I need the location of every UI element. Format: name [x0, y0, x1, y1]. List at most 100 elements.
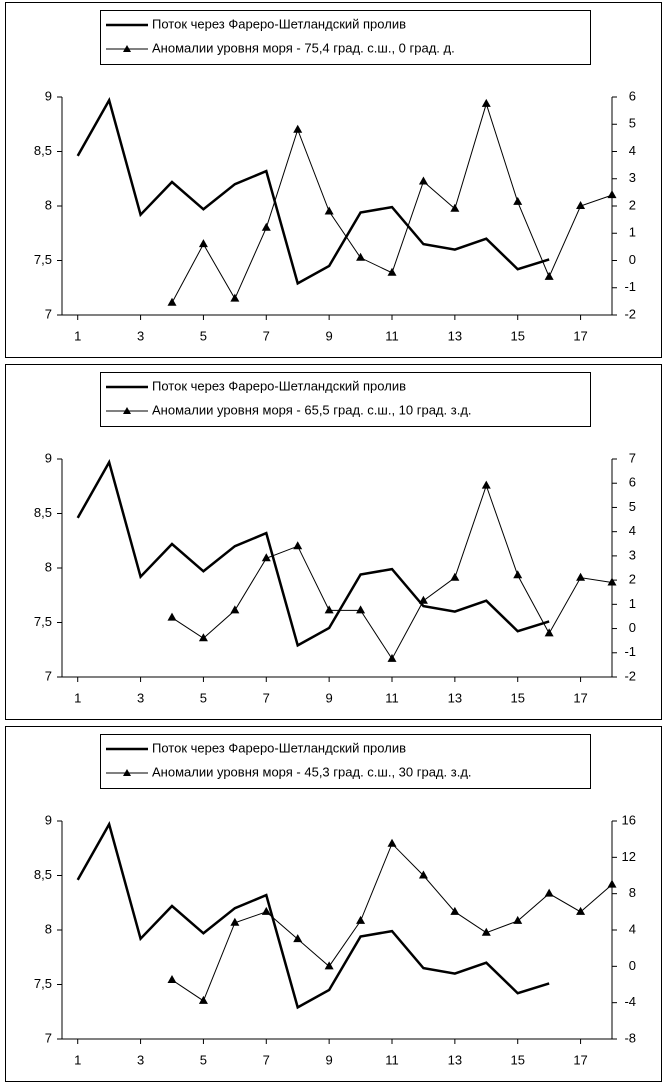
y2-tick-label: -2 [624, 668, 636, 683]
x-tick-label: 11 [385, 690, 399, 705]
data-point [418, 176, 428, 185]
data-point [450, 572, 460, 581]
x-tick-label: 5 [200, 1052, 207, 1067]
data-point [513, 570, 523, 579]
y2-tick-label: 0 [629, 252, 636, 267]
data-point [387, 267, 397, 276]
legend-marker [123, 407, 131, 414]
y2-tick-label: 3 [629, 547, 636, 562]
x-tick-label: 13 [448, 690, 462, 705]
x-tick-label: 15 [510, 328, 524, 343]
x-tick-label: 17 [573, 328, 587, 343]
legend-label: Поток через Фареро-Шетландский пролив [152, 378, 406, 393]
data-point [324, 605, 334, 614]
y2-tick-label: 5 [629, 499, 636, 514]
legend-label: Аномалии уровня моря - 45,3 град. с.ш., … [152, 764, 472, 779]
y-tick-label: 8,5 [34, 505, 52, 520]
data-point [167, 974, 177, 983]
data-point [450, 203, 460, 212]
data-point [293, 934, 303, 943]
data-point [356, 252, 366, 261]
data-point [261, 553, 271, 562]
legend-marker [123, 769, 131, 776]
data-point [513, 915, 523, 924]
y-tick-label: 9 [45, 88, 52, 103]
y-tick-label: 7,5 [34, 614, 52, 629]
y-tick-label: 7 [45, 306, 52, 321]
panel: Поток через Фареро-Шетландский пролив Ано… [5, 2, 662, 358]
y2-tick-label: 4 [629, 143, 636, 158]
panel: Поток через Фареро-Шетландский пролив Ано… [5, 364, 662, 720]
y2-tick-label: -1 [624, 644, 636, 659]
x-tick-label: 13 [448, 328, 462, 343]
x-tick-label: 7 [263, 328, 270, 343]
x-tick-label: 1 [74, 1052, 81, 1067]
data-point [481, 480, 491, 489]
data-point [198, 995, 208, 1004]
x-tick-label: 7 [263, 690, 270, 705]
data-point [387, 653, 397, 662]
x-tick-label: 7 [263, 1052, 270, 1067]
x-tick-label: 3 [137, 328, 144, 343]
y2-tick-label: 1 [629, 225, 636, 240]
data-point [607, 577, 617, 586]
x-tick-label: 1 [74, 328, 81, 343]
y-tick-label: 7 [45, 668, 52, 683]
legend-box [100, 10, 591, 65]
legend-label: Аномалии уровня моря - 65,5 град. с.ш., … [152, 402, 472, 417]
legend-label: Поток через Фареро-Шетландский пролив [152, 16, 406, 31]
data-point [576, 201, 586, 209]
y2-tick-label: 4 [629, 523, 636, 538]
y-tick-label: 8 [45, 197, 52, 212]
data-point [198, 633, 208, 642]
y2-tick-label: -2 [624, 306, 636, 321]
data-point [544, 888, 554, 897]
data-point [356, 915, 366, 924]
data-point [576, 906, 586, 915]
y2-tick-label: 12 [622, 849, 636, 864]
x-tick-label: 5 [200, 328, 207, 343]
y-tick-label: 7 [45, 1030, 52, 1045]
y2-tick-label: -1 [624, 279, 636, 294]
data-point [230, 293, 240, 302]
data-point [418, 870, 428, 879]
x-tick-label: 1 [74, 690, 81, 705]
y2-tick-label: 8 [629, 885, 636, 900]
data-point [450, 906, 460, 915]
panel: Поток через Фареро-Шетландский пролив Ано… [5, 726, 662, 1082]
y-tick-label: 8 [45, 921, 52, 936]
legend-label: Поток через Фареро-Шетландский пролив [152, 740, 406, 755]
x-tick-label: 15 [510, 1052, 524, 1067]
data-point [544, 271, 554, 280]
x-tick-label: 17 [573, 690, 587, 705]
data-point [513, 196, 523, 205]
data-point [167, 612, 177, 621]
data-point [230, 605, 240, 614]
legend-label: Аномалии уровня моря - 75,4 град. с.ш., … [152, 40, 455, 55]
y2-tick-label: 2 [629, 197, 636, 212]
y2-tick-label: -8 [624, 1030, 636, 1045]
y-tick-label: 9 [45, 812, 52, 827]
x-tick-label: 3 [137, 1052, 144, 1067]
data-point [607, 879, 617, 888]
data-point [387, 838, 397, 847]
series-line [76, 821, 550, 1010]
y-tick-label: 8,5 [34, 143, 52, 158]
y2-tick-label: 6 [629, 88, 636, 103]
y2-tick-label: 4 [629, 921, 636, 936]
data-point [481, 927, 491, 936]
data-point [544, 628, 554, 637]
y2-tick-label: 0 [629, 620, 636, 635]
data-point [576, 572, 586, 581]
y-tick-label: 9 [45, 450, 52, 465]
x-tick-label: 9 [326, 1052, 333, 1067]
x-tick-label: 11 [385, 1052, 399, 1067]
y2-tick-label: 16 [622, 812, 636, 827]
x-tick-label: 3 [137, 690, 144, 705]
data-point [293, 541, 303, 550]
series-line [76, 97, 550, 286]
y2-tick-label: 6 [629, 475, 636, 490]
legend-marker [123, 45, 131, 52]
data-point [293, 124, 303, 133]
x-tick-label: 11 [385, 328, 399, 343]
